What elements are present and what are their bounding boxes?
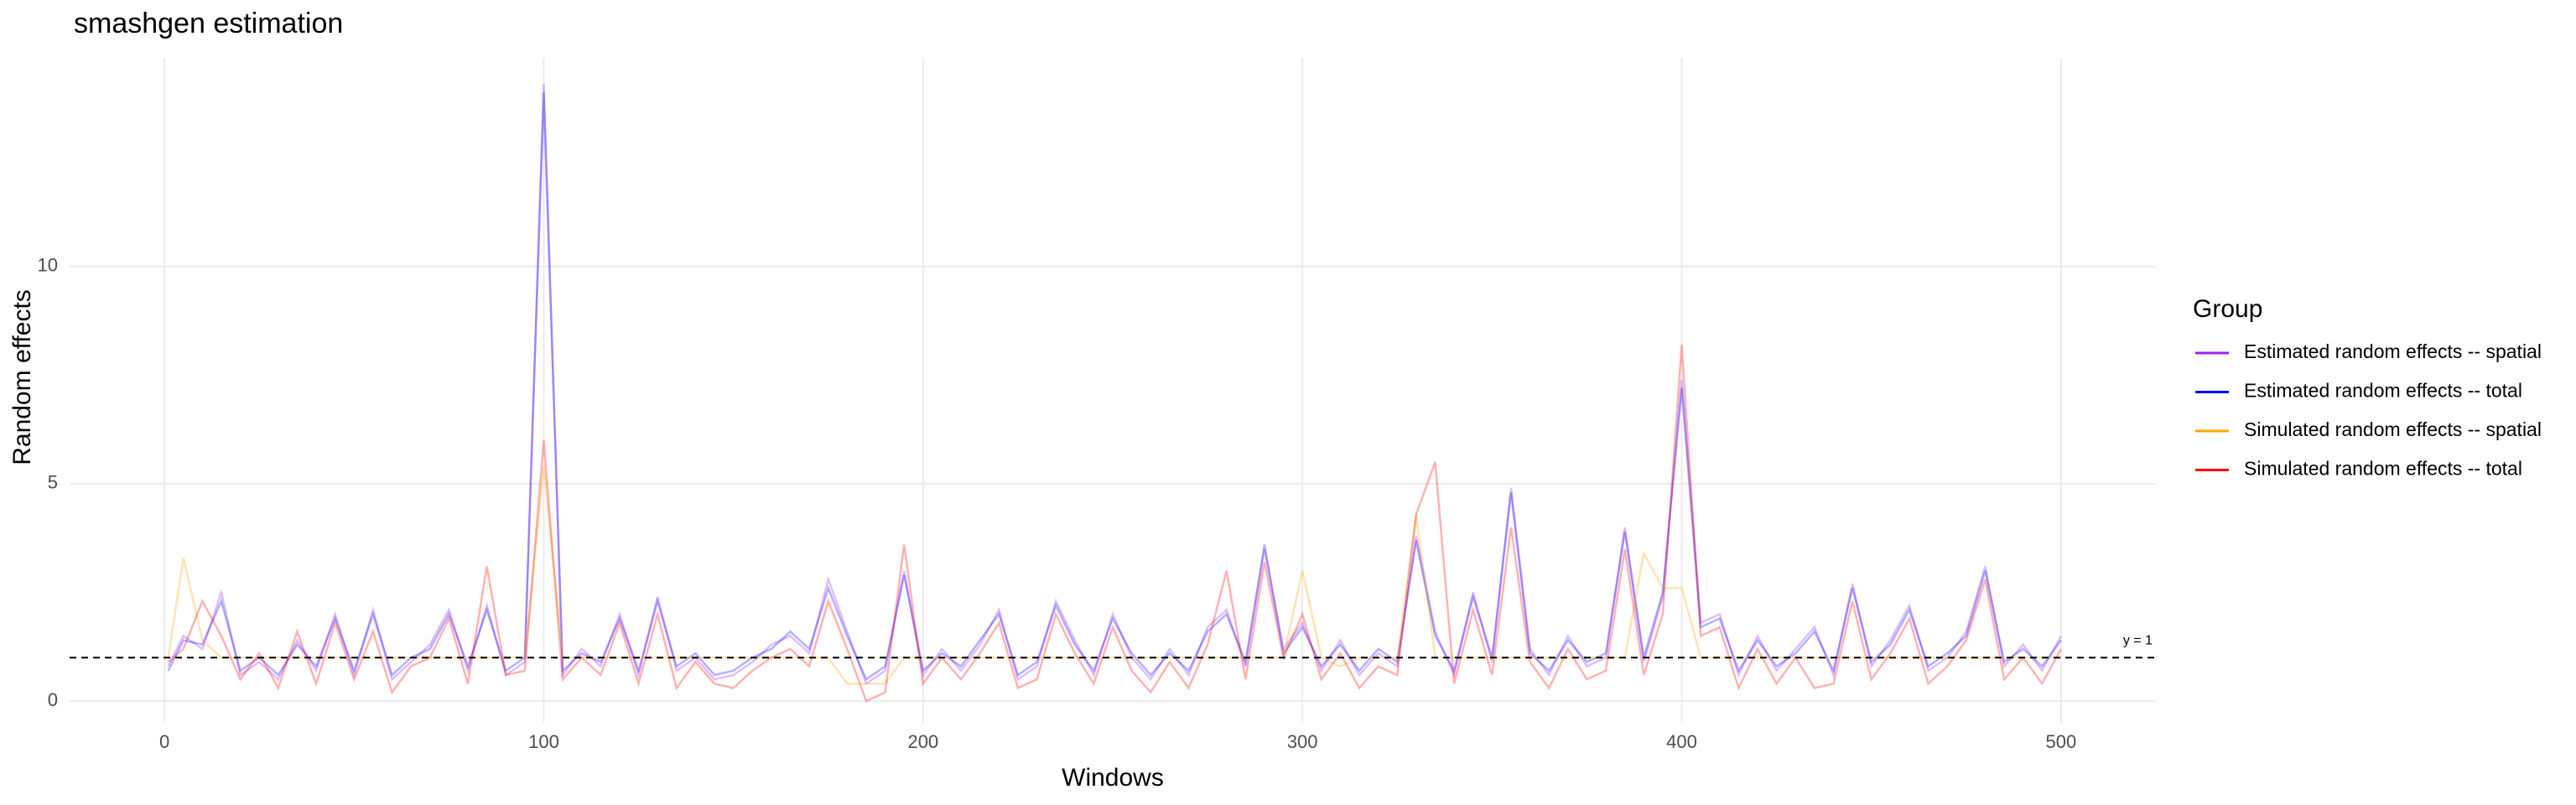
legend-label: Estimated random effects -- spatial: [2244, 340, 2542, 362]
x-tick-label: 500: [2046, 731, 2077, 752]
series-line: [167, 344, 2063, 703]
legend-label: Simulated random effects -- total: [2244, 458, 2522, 480]
x-tick-label: 300: [1287, 731, 1318, 752]
reference-label: y = 1: [2123, 633, 2153, 647]
x-tick-label: 0: [159, 731, 169, 752]
series-line: [167, 92, 2062, 682]
y-tick-label: 0: [48, 689, 58, 710]
legend-title: Group: [2193, 295, 2262, 323]
y-tick-label: 10: [38, 255, 58, 276]
legend-label: Estimated random effects -- total: [2244, 380, 2522, 402]
y-tick-label: 5: [48, 472, 58, 493]
chart-title: smashgen estimation: [74, 8, 343, 39]
x-tick-label: 200: [907, 731, 938, 752]
x-axis-label: Windows: [1062, 764, 1164, 792]
x-tick-label: 100: [528, 731, 559, 752]
series-line: [167, 84, 2063, 686]
series-line: [167, 466, 2061, 685]
legend-label: Simulated random effects -- spatial: [2244, 418, 2542, 440]
y-axis-label: Random effects: [8, 289, 36, 465]
x-tick-label: 400: [1666, 731, 1697, 752]
